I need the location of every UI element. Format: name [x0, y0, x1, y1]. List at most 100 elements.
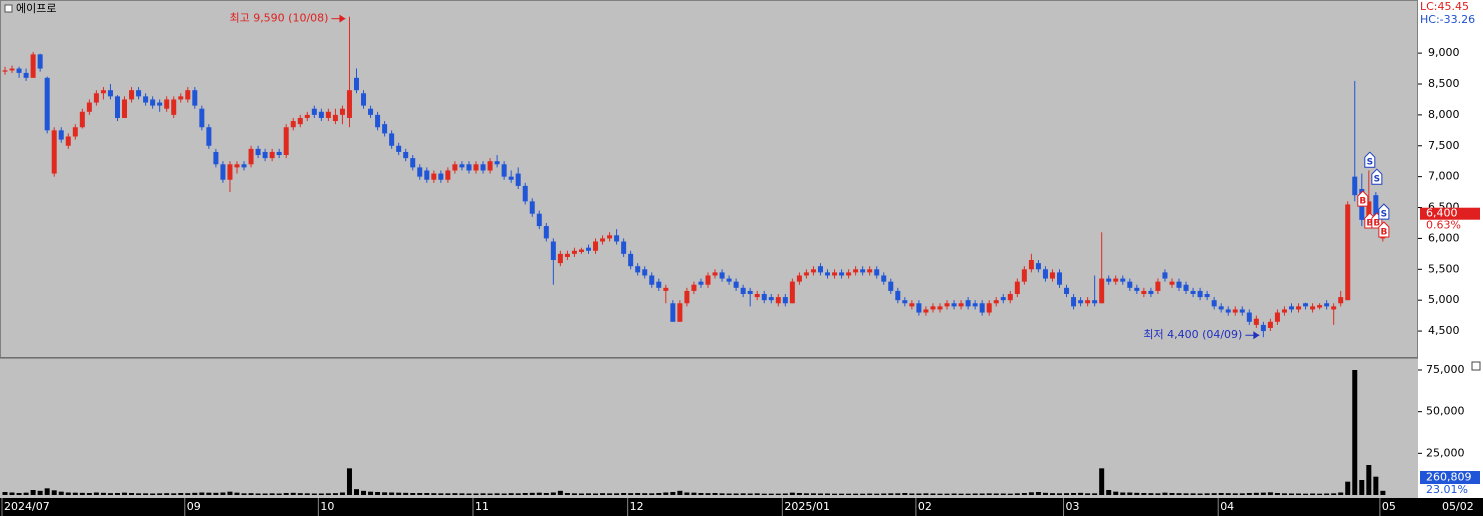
- candle-body: [867, 269, 873, 273]
- candle-body: [930, 306, 936, 310]
- candle-body: [881, 275, 887, 282]
- volume-bar: [1296, 493, 1302, 495]
- candle-body: [361, 93, 367, 106]
- volume-bar: [593, 493, 599, 495]
- y-tick-label: 6,000: [1428, 231, 1460, 244]
- candle-body: [642, 269, 648, 276]
- last-change: 0.63%: [1426, 219, 1461, 232]
- volume-bar: [585, 493, 591, 495]
- candle-body: [206, 127, 212, 146]
- title-icon: [4, 4, 13, 13]
- volume-bar: [846, 493, 852, 495]
- volume-bar: [930, 493, 936, 495]
- candle-body: [1345, 204, 1351, 301]
- volume-bar: [529, 492, 535, 495]
- volume-bar: [1049, 493, 1055, 495]
- candle-body: [754, 294, 760, 298]
- volume-bar: [255, 493, 261, 495]
- volume-bar: [698, 493, 704, 495]
- candle-body: [621, 241, 627, 254]
- volume-bar: [1253, 492, 1259, 495]
- volume-bar: [1225, 493, 1231, 495]
- candle-body: [311, 108, 317, 115]
- volume-bar: [1324, 493, 1330, 495]
- candle-body: [1141, 290, 1147, 294]
- volume-bar: [325, 493, 331, 495]
- volume-bar: [733, 493, 739, 495]
- candle-body: [529, 201, 535, 214]
- panel-close[interactable]: [1471, 361, 1481, 371]
- volume-bar: [677, 490, 683, 495]
- candle-body: [1106, 278, 1112, 282]
- candle-body: [1078, 300, 1084, 304]
- volume-bar: [789, 492, 795, 495]
- volume-bar: [114, 493, 120, 495]
- x-tick-label: 09: [187, 500, 201, 513]
- y-tick-label: 75,000: [1426, 363, 1465, 376]
- volume-bar: [487, 493, 493, 495]
- volume-bar: [1183, 493, 1189, 495]
- candle-body: [354, 77, 359, 91]
- volume-bar: [564, 493, 570, 495]
- candle-body: [1021, 269, 1027, 282]
- volume-bar: [719, 493, 725, 495]
- volume-bar: [361, 490, 367, 495]
- candle-body: [614, 235, 620, 242]
- volume-bar: [16, 493, 22, 495]
- volume-bar: [628, 493, 634, 495]
- volume-bar: [199, 492, 205, 495]
- candle-body: [325, 111, 331, 118]
- current-date: 05/02: [1442, 500, 1474, 513]
- volume-bar: [705, 493, 711, 495]
- candle-body: [480, 164, 486, 171]
- candle-body: [157, 102, 163, 106]
- candle-body: [628, 253, 634, 267]
- volume-bar: [431, 493, 437, 495]
- y-tick-label: 50,000: [1426, 405, 1465, 418]
- candle-body: [410, 158, 416, 168]
- candle-body: [860, 269, 866, 273]
- y-tick-label: 5,000: [1428, 293, 1460, 306]
- y-tick-label: 7,000: [1428, 170, 1460, 183]
- volume-bar: [663, 492, 669, 495]
- volume-bar: [803, 493, 809, 495]
- candle-body: [1303, 303, 1309, 307]
- candle-body: [733, 281, 739, 288]
- candle-body: [346, 90, 352, 118]
- volume-bar: [332, 493, 338, 495]
- candle-body: [698, 281, 704, 285]
- volume-bar: [1028, 492, 1034, 495]
- candle-body: [825, 272, 831, 276]
- volume-bar: [1331, 493, 1337, 495]
- signal-label: S: [1374, 175, 1380, 185]
- candle-body: [515, 173, 521, 186]
- volume-last-box: [1420, 471, 1480, 484]
- candle-body: [389, 133, 395, 146]
- volume-bar: [691, 492, 697, 495]
- indicator: HC:-33.26: [1420, 13, 1475, 26]
- volume-bar: [51, 490, 57, 495]
- candle-body: [796, 275, 802, 282]
- candle-body: [290, 121, 296, 128]
- signal-label: B: [1380, 228, 1387, 238]
- volume-bar: [382, 492, 388, 495]
- x-tick-label: 10: [320, 500, 334, 513]
- y-tick-label: 8,000: [1428, 108, 1460, 121]
- candle-body: [740, 287, 746, 294]
- volume-bar: [782, 493, 788, 495]
- volume-bar: [86, 493, 92, 495]
- candle-body: [192, 90, 198, 106]
- volume-bar: [354, 489, 359, 495]
- x-tick-label: 12: [630, 500, 644, 513]
- candle-body: [1232, 309, 1238, 313]
- candle-body: [1246, 312, 1252, 322]
- x-tick-label: 11: [475, 500, 489, 513]
- candle-body: [438, 173, 444, 180]
- volume-bar: [817, 493, 823, 495]
- x-tick-label: 03: [1066, 500, 1080, 513]
- candle-body: [368, 108, 374, 115]
- volume-bar: [571, 493, 577, 495]
- candle-body: [1099, 278, 1105, 304]
- candle-body: [677, 303, 683, 322]
- volume-bar: [100, 492, 106, 495]
